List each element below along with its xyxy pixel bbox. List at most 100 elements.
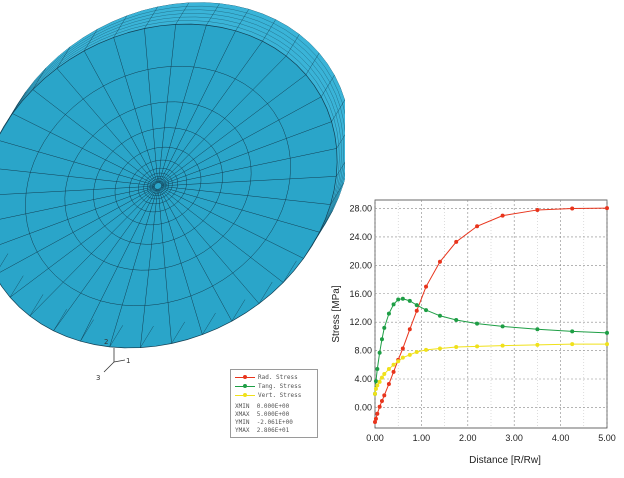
series-point-2 [379,375,384,380]
mesh-edge-line [283,260,297,283]
mesh-edge-line [235,9,249,31]
chart-grid [374,199,608,429]
legend-stat-ymax: YMAX 2.806E+01 [235,427,289,435]
stat-key: YMIN [235,419,250,426]
series-point-2 [424,347,429,352]
mesh-radial-line [161,186,320,233]
series-point-2 [437,346,442,351]
series-point-0 [382,393,387,398]
mesh-radial-line [0,187,155,273]
mesh-radial-line [159,188,233,322]
mesh-ring [154,182,162,190]
y-tick-label: 20.00 [349,260,372,270]
chart-series [373,206,609,425]
mesh-radial-line [0,187,155,245]
series-point-2 [535,342,540,347]
series-point-1 [500,324,505,329]
series-point-2 [396,359,401,364]
mesh-edge-line [175,2,190,25]
stat-key: XMIN [235,403,250,410]
series-point-0 [400,346,405,351]
mesh-edge-line [319,210,333,233]
mesh-radial-line [144,28,158,183]
series-point-0 [375,411,380,416]
mesh-edge-line [331,99,345,122]
mesh-radial-line [113,37,158,184]
mesh-radial-line [53,188,157,331]
mesh-radial-line [158,188,203,335]
series-point-1 [377,350,382,355]
series-point-0 [407,327,412,332]
series-point-2 [570,342,575,347]
mesh-radial-line [161,121,332,185]
mesh-radial-line [29,188,156,317]
legend-box: Rad. Stress Tang. Stress Vert. Stress XM… [230,369,318,438]
mesh-ring [129,159,187,213]
legend-stat-ymin: YMIN -2.061E+00 [235,419,293,427]
mesh-ring [25,65,291,307]
mesh-ring [138,167,178,205]
mesh-edge-line [336,161,345,177]
series-line-1 [374,298,608,394]
series-point-2 [454,345,459,350]
series-point-1 [570,329,575,334]
mesh-ring [114,146,202,226]
series-point-1 [400,296,405,301]
series-point-1 [373,379,378,384]
series-point-1 [424,308,429,313]
mesh-ring [147,176,169,196]
stat-value: 0.000E+00 [256,403,290,410]
series-point-0 [377,404,382,409]
legend-swatch-tangential [235,382,255,390]
mesh-radial-line [109,189,158,347]
series-point-1 [414,303,419,308]
triad-label-1: 1 [126,357,130,365]
mesh-edge-line [56,46,71,69]
mesh-edge-line [330,182,344,205]
series-point-1 [396,297,401,302]
triad-label-3: 3 [96,374,100,382]
mesh-ring [152,180,164,192]
series-point-1 [379,337,384,342]
mesh-edge-line [0,253,9,267]
series-point-2 [407,352,412,357]
mesh-edge-line [202,312,216,335]
mesh-side-cell [330,172,345,205]
axis-triad: 2 1 3 [96,338,130,382]
legend-stat-xmax: XMAX 5.000E+00 [235,411,289,419]
y-tick-label: 28.00 [349,204,372,214]
series-point-0 [373,420,377,425]
stat-value: -2.061E+00 [256,419,293,426]
mesh-ring [143,172,173,200]
mesh-radial-line [158,24,176,183]
mesh-side-cell [336,149,345,177]
y-tick-label: 12.00 [349,317,372,327]
series-point-1 [382,325,387,330]
mesh-edge-line [262,19,276,42]
series-point-2 [475,344,480,349]
mesh-side-cell [331,100,345,135]
mesh-edge-line [140,325,154,348]
mesh-radial-line [12,113,156,185]
legend-label-radial: Rad. Stress [258,373,298,381]
mesh-radial-line [32,89,156,185]
mesh-radial-line [160,74,307,184]
y-axis-label: Stress [MPa] [331,285,342,342]
mesh-radial-line [0,185,155,195]
mesh-view [0,2,345,349]
mesh-radial-line [0,186,155,220]
mesh-radial-line [83,50,157,184]
mesh-edge-line [144,6,158,29]
series-point-2 [373,386,378,391]
series-point-2 [500,343,505,348]
series-point-0 [379,399,384,404]
mesh-ring [149,178,167,194]
mesh-radial-line [159,30,236,184]
series-point-1 [605,330,609,335]
y-tick-label: 4.00 [354,374,372,384]
mesh-radial-line [161,148,337,186]
mesh-radial-line [158,25,207,183]
series-point-0 [475,224,480,229]
series-point-1 [454,318,459,323]
y-tick-label: 0.00 [354,402,372,412]
